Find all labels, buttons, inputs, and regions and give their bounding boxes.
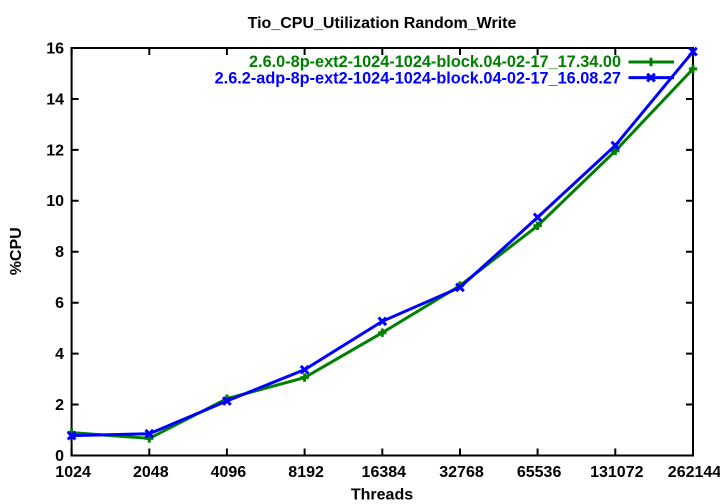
svg-text:2.6.0-8p-ext2-1024-1024-block.: 2.6.0-8p-ext2-1024-1024-block.04-02-17_1… xyxy=(249,53,621,71)
svg-text:262144: 262144 xyxy=(668,464,720,481)
svg-text:2048: 2048 xyxy=(133,464,169,481)
svg-text:32768: 32768 xyxy=(439,464,484,481)
svg-text:1024: 1024 xyxy=(55,464,91,481)
svg-text:4096: 4096 xyxy=(211,464,247,481)
svg-text:10: 10 xyxy=(46,193,64,210)
svg-text:16: 16 xyxy=(46,40,64,57)
svg-text:14: 14 xyxy=(46,91,64,108)
svg-text:Threads: Threads xyxy=(351,487,413,504)
svg-text:8192: 8192 xyxy=(288,464,324,481)
svg-text:65536: 65536 xyxy=(517,464,562,481)
svg-text:8: 8 xyxy=(55,244,64,261)
svg-text:131072: 131072 xyxy=(590,464,643,481)
svg-text:2: 2 xyxy=(55,397,64,414)
svg-text:12: 12 xyxy=(46,142,64,159)
svg-text:%CPU: %CPU xyxy=(8,227,25,275)
svg-text:2.6.2-adp-8p-ext2-1024-1024-bl: 2.6.2-adp-8p-ext2-1024-1024-block.04-02-… xyxy=(215,70,621,88)
svg-text:16384: 16384 xyxy=(362,464,407,481)
svg-text:6: 6 xyxy=(55,295,64,312)
svg-text:4: 4 xyxy=(55,346,64,363)
svg-text:Tio_CPU_Utilization Random_Wri: Tio_CPU_Utilization Random_Write xyxy=(248,15,517,32)
svg-text:0: 0 xyxy=(55,448,64,465)
